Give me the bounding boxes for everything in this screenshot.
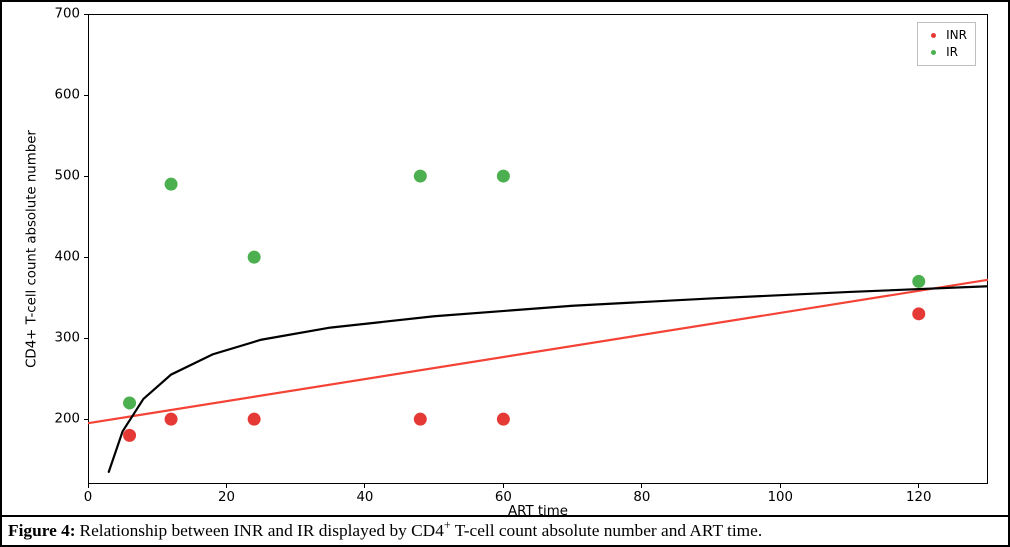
x-tick-label: 120 <box>906 490 931 505</box>
y-tick <box>84 419 88 420</box>
y-tick-label: 600 <box>48 88 80 103</box>
data-point <box>165 413 178 426</box>
data-point <box>414 413 427 426</box>
trend-line <box>109 286 988 472</box>
data-point <box>912 275 925 288</box>
legend-label: IR <box>946 44 958 61</box>
data-point <box>497 413 510 426</box>
data-point <box>912 307 925 320</box>
y-tick-label: 500 <box>48 169 80 184</box>
x-tick-label: 0 <box>84 490 92 505</box>
x-tick <box>88 484 89 488</box>
figure-caption: Figure 4: Relationship between INR and I… <box>2 515 1008 545</box>
x-tick-label: 20 <box>218 490 235 505</box>
legend-label: INR <box>946 27 967 44</box>
x-tick <box>641 484 642 488</box>
legend-marker-icon <box>926 50 940 55</box>
legend-item: INR <box>926 27 967 44</box>
x-tick-label: 100 <box>768 490 793 505</box>
y-tick <box>84 95 88 96</box>
caption-text-before: Relationship between INR and IR displaye… <box>80 521 444 540</box>
x-tick-label: 80 <box>633 490 650 505</box>
legend-item: IR <box>926 44 967 61</box>
x-tick <box>780 484 781 488</box>
y-tick-label: 300 <box>48 331 80 346</box>
caption-text-after: T-cell count absolute number and ART tim… <box>451 521 762 540</box>
data-point <box>497 170 510 183</box>
x-tick-label: 40 <box>356 490 373 505</box>
legend: INRIR <box>917 22 976 66</box>
y-axis-label: CD4+ T-cell count absolute number <box>25 130 40 368</box>
plot-area <box>88 14 988 484</box>
y-tick-label: 400 <box>48 250 80 265</box>
data-point <box>123 396 136 409</box>
data-point <box>248 251 261 264</box>
data-point <box>123 429 136 442</box>
x-tick <box>226 484 227 488</box>
y-tick <box>84 338 88 339</box>
y-tick-label: 700 <box>48 7 80 22</box>
caption-text: Relationship between INR and IR displaye… <box>80 521 763 541</box>
data-point <box>165 178 178 191</box>
x-tick <box>364 484 365 488</box>
y-tick-label: 200 <box>48 412 80 427</box>
data-point <box>414 170 427 183</box>
plot-svg <box>88 14 988 484</box>
figure-frame: 020406080100120 200300400500600700 ART t… <box>0 0 1010 547</box>
x-tick-label: 60 <box>495 490 512 505</box>
x-tick <box>503 484 504 488</box>
y-tick <box>84 176 88 177</box>
legend-marker-icon <box>926 33 940 38</box>
data-point <box>248 413 261 426</box>
y-tick <box>84 14 88 15</box>
caption-label: Figure 4: <box>8 521 76 541</box>
x-tick <box>918 484 919 488</box>
caption-superscript: + <box>444 518 451 532</box>
y-tick <box>84 257 88 258</box>
